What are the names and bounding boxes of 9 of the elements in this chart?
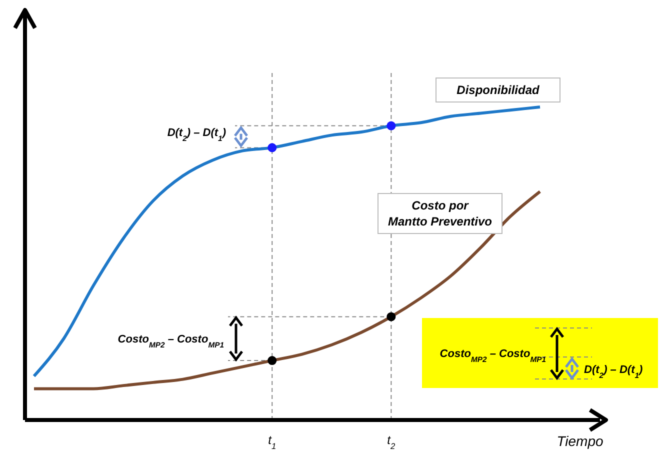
series-label: Disponibilidad [456, 83, 540, 97]
annotation: D(t$_{2}$) – D(t$_{1}$) [167, 126, 226, 142]
x-tick-label: t$_{2}$ [387, 433, 396, 451]
x-axis-title: Tiempo [556, 433, 604, 449]
text: D(t$_{2}$) – D(t$_{1}$) [584, 364, 644, 380]
annotation: Costo$_{MP2}$ – Costo$_{MP1}$ [118, 334, 224, 350]
x-tick-label: t$_{1}$ [268, 433, 276, 451]
series-label: Costo por Mantto Preventivo [388, 198, 492, 229]
annotation: Costo$_{MP2}$ – Costo$_{MP1}$ [440, 348, 546, 364]
